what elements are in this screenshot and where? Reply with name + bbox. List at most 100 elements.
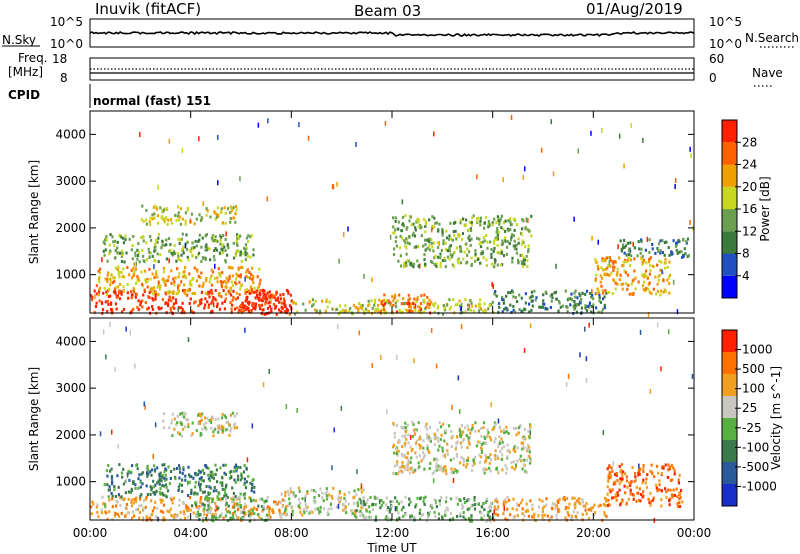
scatter-cell <box>468 435 471 439</box>
scatter-cell <box>500 437 503 441</box>
scatter-cell <box>149 277 152 281</box>
scatter-cell <box>587 517 591 521</box>
scatter-cell <box>573 307 576 311</box>
scatter-cell <box>446 449 449 453</box>
scatter-cell <box>239 274 242 278</box>
scatter-cell <box>456 259 459 262</box>
scatter-cell <box>460 456 463 460</box>
colorbar-tick-label: 28 <box>742 135 757 149</box>
scatter-cell <box>184 478 187 482</box>
scatter-cell <box>169 306 172 310</box>
scatter-cell <box>453 467 456 471</box>
scatter-cell <box>185 233 188 237</box>
scatter-cell <box>184 219 187 223</box>
scatter-cell <box>674 184 676 189</box>
scatter-cell <box>232 289 235 293</box>
scatter-cell <box>649 503 652 507</box>
scatter-cell <box>245 246 248 250</box>
scatter-cell <box>464 517 467 521</box>
scatter-cell <box>650 292 653 295</box>
scatter-cell <box>498 305 501 309</box>
scatter-cell <box>207 491 210 495</box>
scatter-cell <box>471 424 474 427</box>
scatter-cell <box>212 519 215 523</box>
scatter-cell <box>558 301 561 305</box>
scatter-cell <box>110 474 113 478</box>
scatter-cell <box>611 488 614 492</box>
scatter-cell <box>408 304 411 308</box>
scatter-cell <box>400 236 404 240</box>
scatter-cell <box>632 291 635 295</box>
scatter-cell <box>197 274 200 278</box>
scatter-cell <box>512 234 515 238</box>
scatter-cell <box>304 308 307 312</box>
scatter-cell <box>173 427 176 431</box>
scatter-cell <box>580 306 583 310</box>
scatter-cell <box>345 511 348 515</box>
scatter-cell <box>623 484 626 488</box>
scatter-cell <box>446 453 449 456</box>
scatter-cell <box>181 301 184 305</box>
scatter-cell <box>141 482 144 486</box>
scatter-cell <box>606 485 609 489</box>
scatter-cell <box>172 296 175 300</box>
scatter-cell <box>607 480 610 483</box>
scatter-cell <box>637 471 639 477</box>
scatter-cell <box>164 483 168 487</box>
scatter-cell <box>243 505 246 509</box>
scatter-cell <box>667 276 670 280</box>
scatter-cell <box>479 303 482 306</box>
scatter-cell <box>436 428 439 432</box>
scatter-cell <box>515 433 518 437</box>
scatter-cell <box>471 503 474 507</box>
scatter-cell <box>237 516 240 520</box>
scatter-cell <box>689 146 691 152</box>
scatter-cell <box>612 496 615 499</box>
scatter-cell <box>657 278 660 282</box>
scatter-cell <box>286 289 290 293</box>
scatter-cell <box>245 288 248 291</box>
scatter-cell <box>127 469 130 473</box>
scatter-cell <box>653 475 656 479</box>
scatter-cell <box>608 472 611 475</box>
scatter-cell <box>402 224 406 228</box>
scatter-cell <box>243 502 247 506</box>
scatter-cell <box>529 499 532 503</box>
scatter-cell <box>252 248 255 252</box>
scatter-cell <box>299 501 302 505</box>
scatter-cell <box>411 420 414 424</box>
scatter-cell <box>174 298 177 302</box>
scatter-cell <box>434 514 437 518</box>
scatter-cell <box>153 245 156 249</box>
scatter-cell <box>549 517 552 521</box>
scatter-cell <box>471 469 474 473</box>
scatter-cell <box>611 496 614 500</box>
scatter-cell <box>159 253 162 257</box>
scatter-cell <box>344 304 347 308</box>
nsky-label: N.Sky <box>2 33 36 47</box>
scatter-cell <box>409 460 412 464</box>
scatter-cell <box>210 420 213 424</box>
scatter-cell <box>609 264 612 268</box>
scatter-cell <box>161 298 164 302</box>
scatter-cell <box>508 450 511 454</box>
scatter-cell <box>425 247 428 251</box>
scatter-cell <box>576 499 579 503</box>
scatter-cell <box>422 512 425 516</box>
scatter-cell <box>620 468 623 472</box>
scatter-cell <box>605 499 608 503</box>
scatter-cell <box>270 297 273 303</box>
scatter-cell <box>626 287 629 291</box>
scatter-cell <box>367 505 371 509</box>
scatter-cell <box>360 483 363 489</box>
scatter-cell <box>149 492 152 496</box>
scatter-cell <box>392 253 396 256</box>
scatter-cell <box>370 299 373 303</box>
scatter-cell <box>114 239 117 243</box>
scatter-cell <box>453 250 456 254</box>
scatter-cell <box>118 297 122 301</box>
scatter-cell <box>418 263 421 269</box>
scatter-cell <box>477 216 480 220</box>
scatter-cell <box>647 312 650 317</box>
scatter-cell <box>508 498 511 502</box>
